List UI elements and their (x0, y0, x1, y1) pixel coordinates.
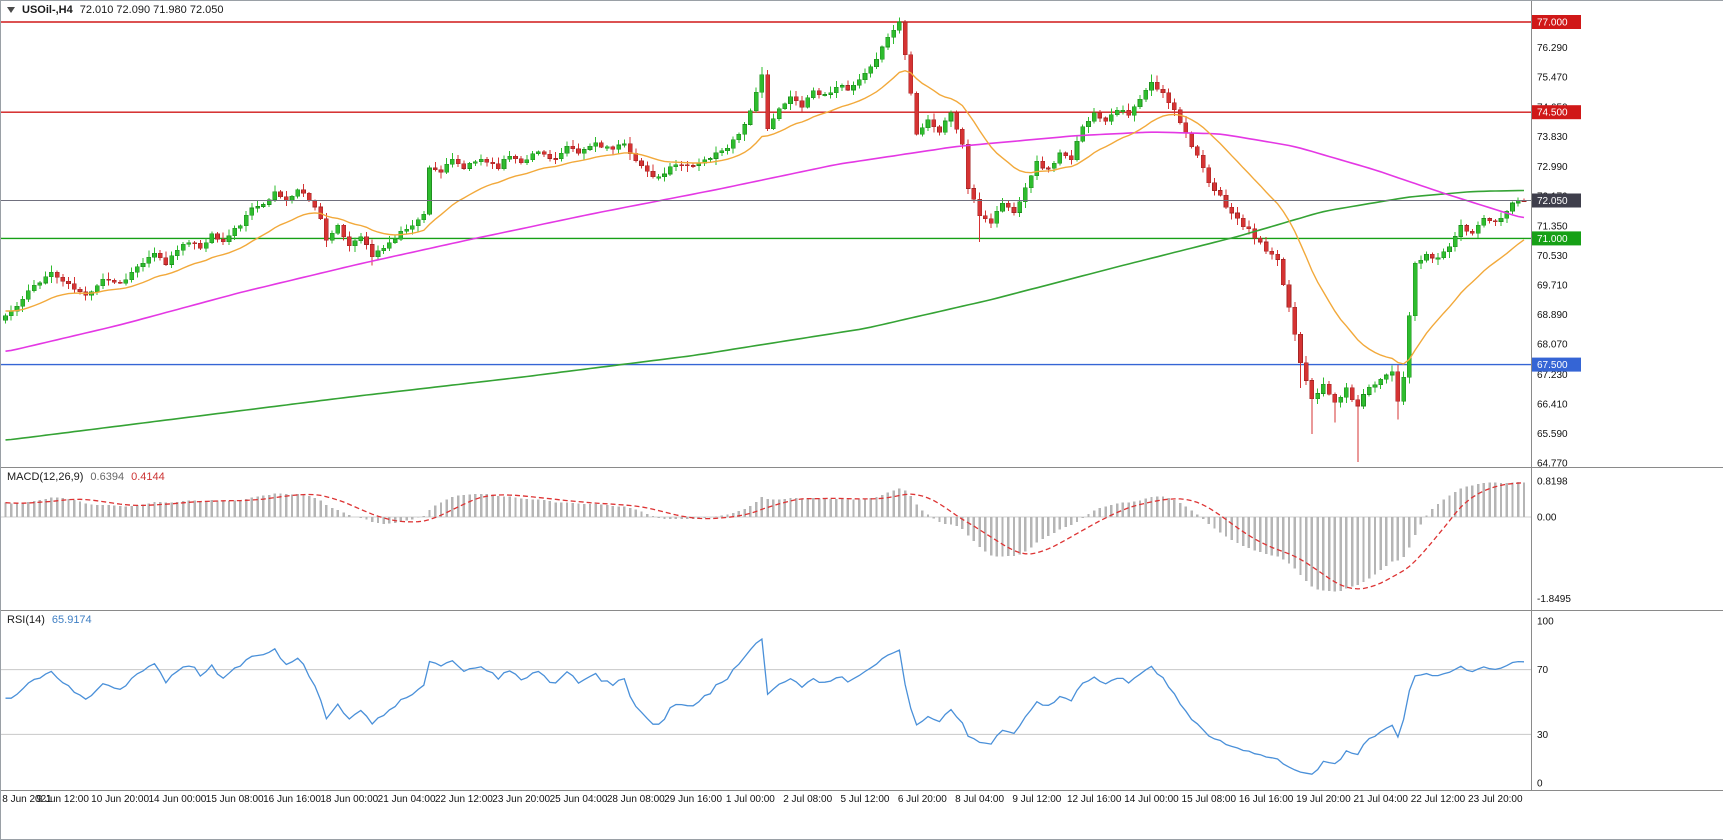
svg-text:30: 30 (1537, 730, 1549, 741)
svg-text:72.990: 72.990 (1537, 162, 1568, 173)
svg-text:-1.8495: -1.8495 (1537, 594, 1571, 605)
svg-text:12 Jul 16:00: 12 Jul 16:00 (1067, 794, 1122, 805)
svg-text:18 Jun 00:00: 18 Jun 00:00 (320, 794, 378, 805)
svg-text:70.530: 70.530 (1537, 251, 1568, 262)
svg-text:72.050: 72.050 (1537, 196, 1568, 207)
svg-text:23 Jul 20:00: 23 Jul 20:00 (1468, 794, 1523, 805)
moving-averages (5, 69, 1525, 441)
svg-text:9 Jul 12:00: 9 Jul 12:00 (1012, 794, 1061, 805)
svg-text:22 Jul 12:00: 22 Jul 12:00 (1411, 794, 1466, 805)
svg-text:21 Jun 04:00: 21 Jun 04:00 (378, 794, 436, 805)
svg-text:66.410: 66.410 (1537, 399, 1568, 410)
svg-text:77.000: 77.000 (1537, 18, 1568, 29)
svg-text:16 Jul 16:00: 16 Jul 16:00 (1239, 794, 1294, 805)
svg-text:9 Jun 12:00: 9 Jun 12:00 (37, 794, 90, 805)
svg-text:1 Jul 00:00: 1 Jul 00:00 (726, 794, 775, 805)
svg-text:70: 70 (1537, 665, 1549, 676)
svg-text:76.290: 76.290 (1537, 43, 1568, 54)
svg-text:2 Jul 08:00: 2 Jul 08:00 (783, 794, 832, 805)
svg-text:25 Jun 04:00: 25 Jun 04:00 (550, 794, 608, 805)
svg-text:67.230: 67.230 (1537, 370, 1568, 381)
svg-text:75.470: 75.470 (1537, 73, 1568, 84)
svg-text:64.770: 64.770 (1537, 459, 1568, 470)
svg-text:67.500: 67.500 (1537, 360, 1568, 371)
svg-text:68.070: 68.070 (1537, 340, 1568, 351)
svg-text:8 Jun 2021: 8 Jun 2021 (2, 794, 52, 805)
svg-text:73.830: 73.830 (1537, 132, 1568, 143)
svg-text:100: 100 (1537, 617, 1554, 628)
svg-text:74.500: 74.500 (1537, 108, 1568, 119)
svg-text:68.890: 68.890 (1537, 310, 1568, 321)
svg-text:6 Jul 20:00: 6 Jul 20:00 (898, 794, 947, 805)
panel-separators (1, 1, 1723, 791)
svg-text:15 Jul 08:00: 15 Jul 08:00 (1182, 794, 1237, 805)
svg-text:65.590: 65.590 (1537, 429, 1568, 440)
svg-text:14 Jun 00:00: 14 Jun 00:00 (148, 794, 206, 805)
price-scale[interactable]: 76.29075.47074.65073.83072.99072.17071.3… (1532, 15, 1581, 790)
svg-text:16 Jun 16:00: 16 Jun 16:00 (263, 794, 321, 805)
svg-text:71.000: 71.000 (1537, 234, 1568, 245)
svg-text:10 Jun 20:00: 10 Jun 20:00 (91, 794, 149, 805)
svg-text:8 Jul 04:00: 8 Jul 04:00 (955, 794, 1004, 805)
svg-text:69.710: 69.710 (1537, 280, 1568, 291)
rsi-indicator[interactable] (1, 637, 1531, 775)
svg-text:0.00: 0.00 (1537, 513, 1557, 524)
svg-text:22 Jun 12:00: 22 Jun 12:00 (435, 794, 493, 805)
svg-text:0.8198: 0.8198 (1537, 476, 1568, 487)
svg-text:15 Jun 08:00: 15 Jun 08:00 (206, 794, 264, 805)
macd-indicator[interactable] (1, 482, 1531, 592)
svg-text:0: 0 (1537, 779, 1543, 790)
svg-text:21 Jul 04:00: 21 Jul 04:00 (1353, 794, 1408, 805)
candlesticks[interactable] (3, 17, 1527, 462)
horizontal-level-lines (1, 21, 1531, 366)
svg-text:14 Jul 00:00: 14 Jul 00:00 (1124, 794, 1179, 805)
svg-text:29 Jun 16:00: 29 Jun 16:00 (664, 794, 722, 805)
svg-text:19 Jul 20:00: 19 Jul 20:00 (1296, 794, 1351, 805)
svg-text:28 Jun 08:00: 28 Jun 08:00 (607, 794, 665, 805)
svg-text:23 Jun 20:00: 23 Jun 20:00 (492, 794, 550, 805)
svg-text:71.350: 71.350 (1537, 221, 1568, 232)
svg-text:5 Jul 12:00: 5 Jul 12:00 (841, 794, 890, 805)
